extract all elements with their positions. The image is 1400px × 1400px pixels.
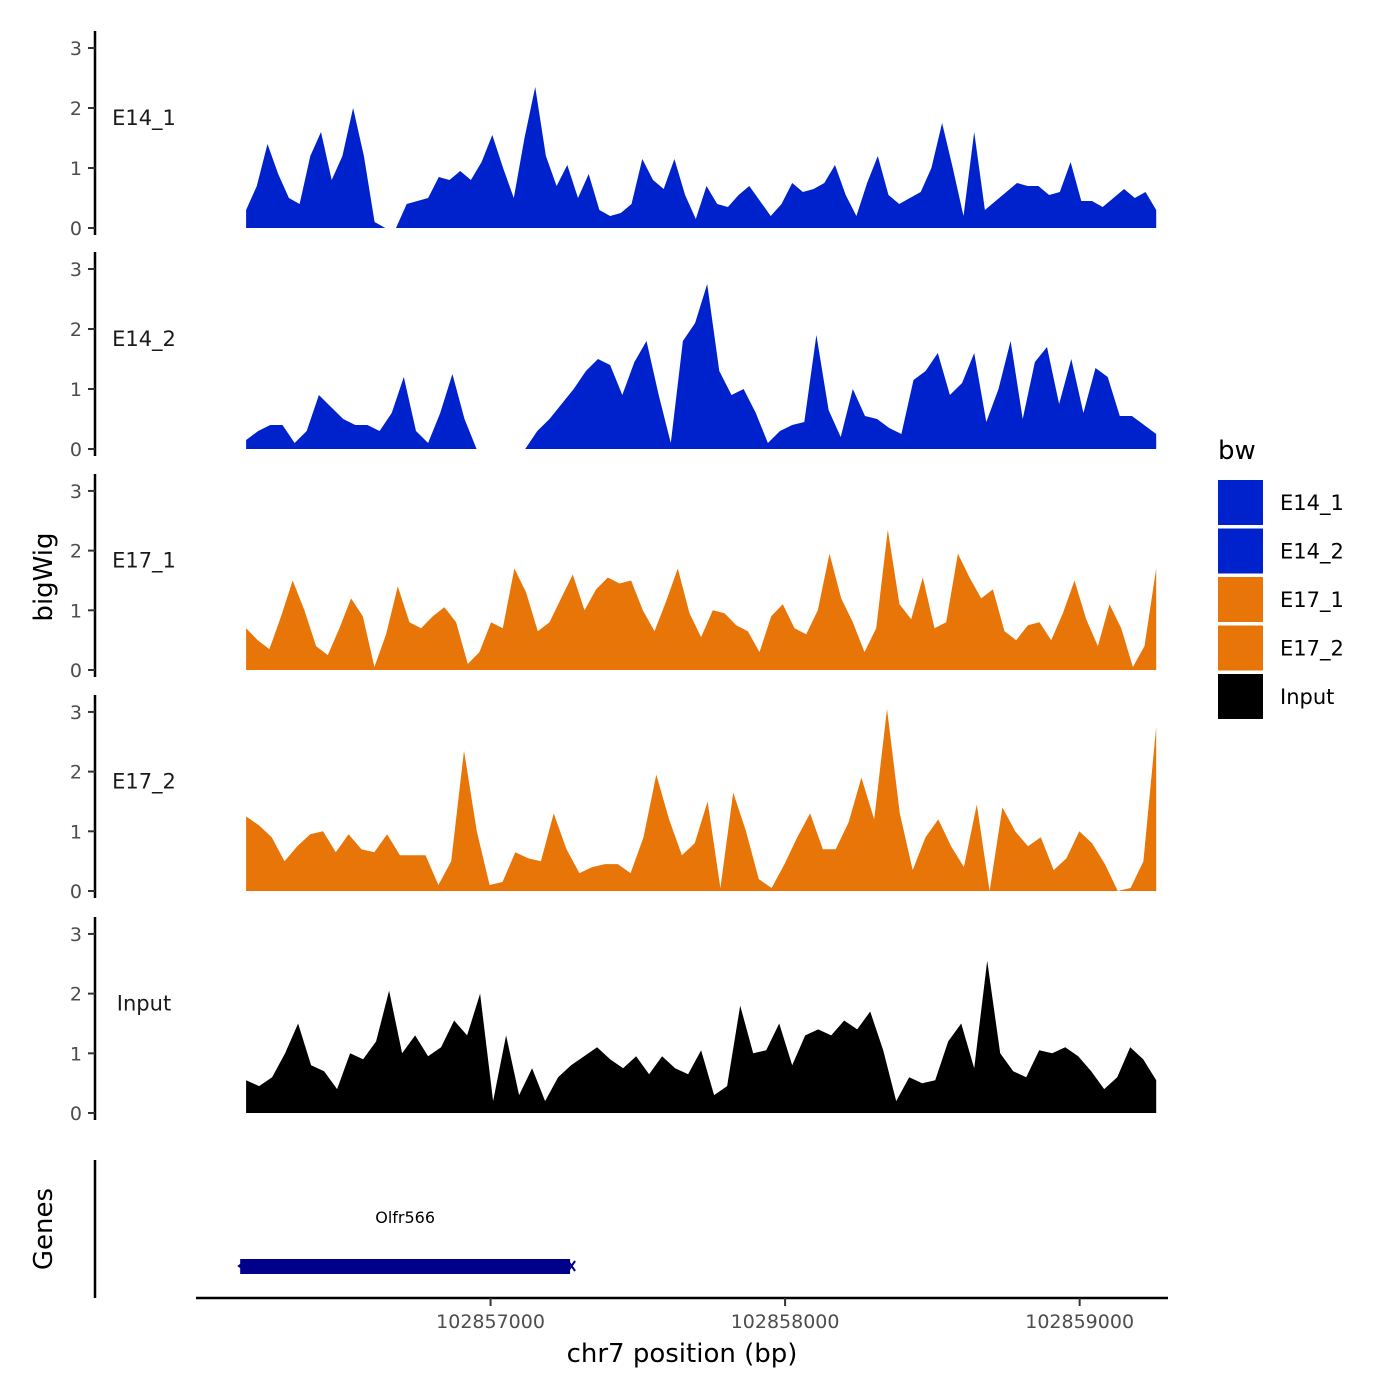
y-tick-label-E17_2-2: 2 [70, 762, 82, 784]
x-tick-label-1: 102858000 [731, 1311, 840, 1333]
y-tick-label-Input-3: 3 [70, 924, 82, 946]
y-axis-title: bigWig [29, 532, 59, 621]
area-series-E14_2 [246, 284, 1157, 449]
y-tick-label-Input-0: 0 [70, 1103, 82, 1125]
y-tick-label-E14_2-2: 2 [70, 319, 82, 341]
x-axis-title: chr7 position (bp) [567, 1339, 798, 1369]
y-tick-label-Input-1: 1 [70, 1043, 82, 1065]
y-tick-label-E14_1-2: 2 [70, 98, 82, 120]
y-tick-label-E14_2-1: 1 [70, 379, 82, 401]
track-label-E14_2: E14_2 [112, 327, 176, 352]
legend-swatch-E17_2 [1218, 625, 1263, 671]
legend-label-E14_1: E14_1 [1280, 491, 1344, 516]
gene-body-Olfr566 [240, 1259, 571, 1274]
gene-strand-end-Olfr566 [567, 1260, 576, 1272]
legend-label-E17_2: E17_2 [1280, 637, 1344, 662]
y-tick-label-E17_1-2: 2 [70, 541, 82, 563]
y-tick-label-E14_2-0: 0 [70, 439, 82, 461]
y-tick-label-Input-2: 2 [70, 984, 82, 1006]
genes-track-title: Genes [29, 1188, 59, 1270]
track-label-E17_1: E17_1 [112, 549, 176, 574]
y-tick-label-E14_2-3: 3 [70, 259, 82, 281]
y-tick-label-E14_1-1: 1 [70, 158, 82, 180]
legend-label-E17_1: E17_1 [1280, 588, 1344, 613]
y-tick-label-E17_1-1: 1 [70, 600, 82, 622]
y-tick-label-E17_2-3: 3 [70, 702, 82, 724]
legend-label-E14_2: E14_2 [1280, 540, 1344, 565]
legend-label-Input: Input [1280, 685, 1334, 709]
area-series-E17_1 [246, 529, 1157, 670]
legend-swatch-E17_1 [1218, 577, 1263, 622]
legend-swatch-E14_1 [1218, 480, 1263, 525]
area-series-E14_1 [246, 87, 1157, 228]
y-tick-label-E17_2-0: 0 [70, 881, 82, 903]
y-tick-label-E17_1-0: 0 [70, 660, 82, 682]
y-tick-label-E17_1-3: 3 [70, 481, 82, 503]
x-tick-label-0: 102857000 [436, 1311, 545, 1333]
y-tick-label-E14_1-3: 3 [70, 38, 82, 60]
gene-strand-start-Olfr566 [237, 1261, 245, 1271]
legend-title: bw [1218, 436, 1256, 466]
area-series-Input [246, 960, 1157, 1113]
track-label-Input: Input [117, 992, 171, 1016]
gene-label-Olfr566: Olfr566 [375, 1208, 435, 1227]
legend-swatch-E14_2 [1218, 528, 1263, 574]
x-tick-label-2: 102859000 [1025, 1311, 1134, 1333]
area-series-E17_2 [246, 709, 1157, 891]
track-label-E17_2: E17_2 [112, 770, 176, 795]
y-tick-label-E14_1-0: 0 [70, 218, 82, 240]
track-label-E14_1: E14_1 [112, 106, 176, 131]
y-tick-label-E17_2-1: 1 [70, 821, 82, 843]
legend-swatch-Input [1218, 674, 1263, 719]
